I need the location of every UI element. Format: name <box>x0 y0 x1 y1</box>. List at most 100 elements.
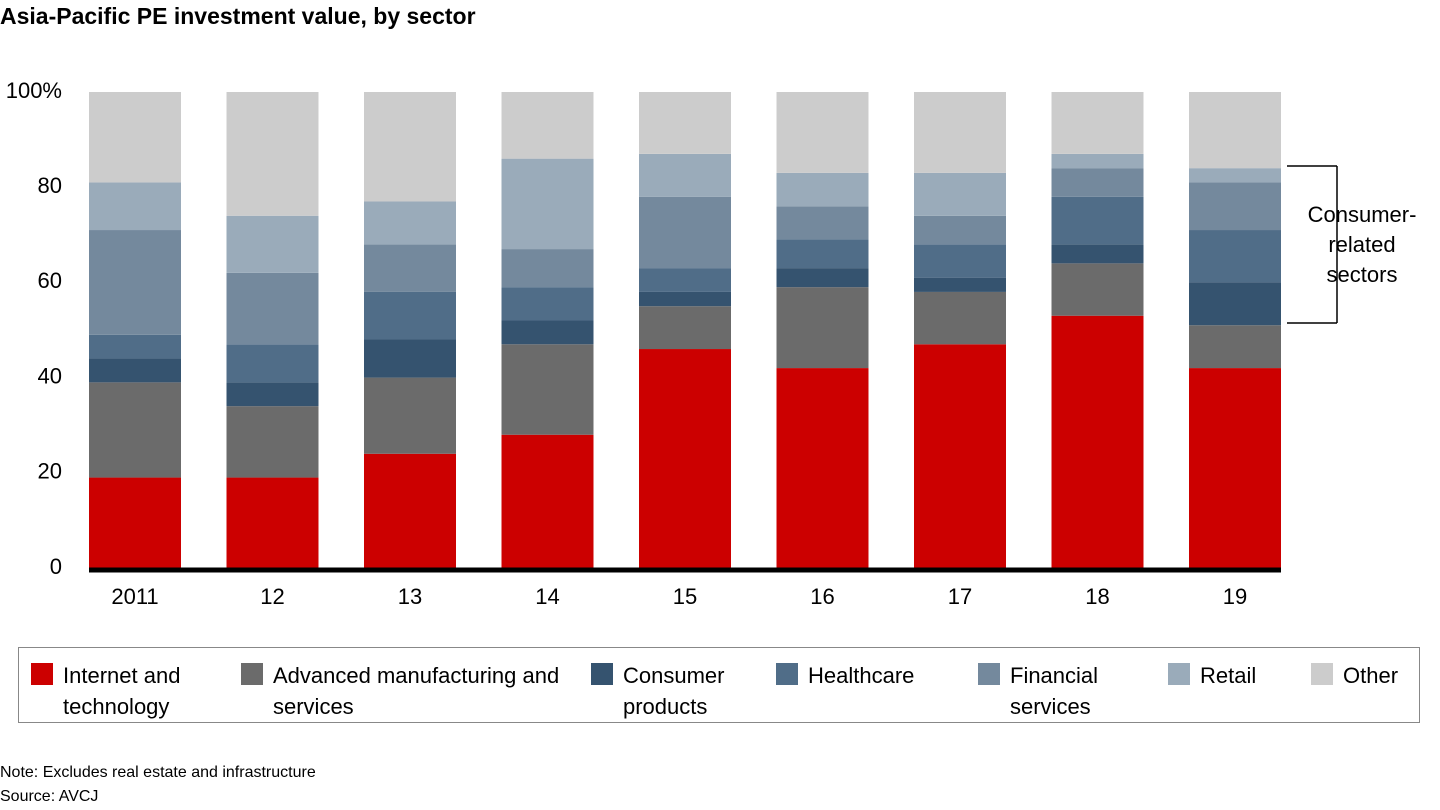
bar-segment <box>89 334 181 359</box>
legend-label: Advanced manufacturing and services <box>273 663 560 719</box>
bar-segment <box>776 287 869 369</box>
bar-segment <box>89 477 181 568</box>
bar-segment <box>89 358 181 383</box>
legend-swatch <box>591 663 613 685</box>
bar-segment <box>776 268 869 288</box>
bar-segment <box>1051 168 1144 197</box>
bar-segment <box>501 158 594 250</box>
bar-segment <box>1051 263 1144 316</box>
x-tick-label: 15 <box>673 584 697 609</box>
bar-segment <box>501 344 594 435</box>
bar-segment <box>1051 196 1144 245</box>
bar-segment <box>914 215 1006 245</box>
bar-segment <box>776 206 869 240</box>
x-tick-label: 14 <box>535 584 559 609</box>
x-tick-label: 17 <box>948 584 972 609</box>
bar-segment <box>1051 244 1144 264</box>
bar-segment <box>364 291 456 340</box>
legend-label: Healthcare <box>808 663 915 688</box>
bar-segment <box>914 277 1006 292</box>
bar-segment <box>1051 315 1144 568</box>
bar-segment <box>1189 92 1281 169</box>
bar-segment <box>1189 182 1281 231</box>
bar-segment <box>639 92 731 154</box>
bar-segment <box>226 344 319 383</box>
bar-segment <box>776 239 869 269</box>
bar-segment <box>776 368 869 568</box>
y-tick-label: 100% <box>6 78 62 103</box>
bar-segment <box>1189 282 1281 326</box>
legend-swatch <box>1168 663 1190 685</box>
bar-segment <box>501 287 594 321</box>
legend-label: Financial services <box>1010 663 1099 719</box>
bar-segment <box>364 453 456 568</box>
bar-segment <box>501 249 594 288</box>
bar-segment <box>89 92 181 183</box>
x-tick-label: 2011 <box>111 584 158 609</box>
bar-segment <box>914 172 1006 216</box>
bar-segment <box>364 244 456 292</box>
x-tick-label: 12 <box>260 584 284 609</box>
legend-swatch <box>241 663 263 685</box>
legend-label: Other <box>1343 663 1399 688</box>
bar-segment <box>639 349 731 568</box>
bar-segment <box>364 201 456 245</box>
legend-swatch <box>776 663 798 685</box>
bar-segment <box>914 291 1006 345</box>
y-tick-label: 20 <box>38 459 62 484</box>
bar-segment <box>226 406 319 478</box>
bar-segment <box>89 182 181 231</box>
bar-segment <box>639 268 731 292</box>
bar-segment <box>89 230 181 335</box>
bar-segment <box>226 272 319 345</box>
legend-label: Consumer products <box>623 663 725 719</box>
bar-segment <box>639 306 731 350</box>
bar-segment <box>226 92 319 216</box>
bar-segment <box>914 244 1006 278</box>
y-tick-label: 40 <box>38 363 62 388</box>
chart-title: Asia-Pacific PE investment value, by sec… <box>0 3 476 29</box>
bar-segment <box>226 215 319 273</box>
x-tick-label: 16 <box>810 584 834 609</box>
note: Note: Excludes real estate and infrastru… <box>0 764 316 781</box>
bar-segment <box>1189 168 1281 183</box>
bar-segment <box>501 92 594 159</box>
bar-segment <box>89 382 181 478</box>
source: Source: AVCJ <box>0 788 99 805</box>
x-tick-label: 13 <box>398 584 422 609</box>
legend-label: Retail <box>1200 663 1257 688</box>
bar-segment <box>639 196 731 269</box>
bar-segment <box>914 344 1006 568</box>
chart: Asia-Pacific PE investment value, by sec… <box>0 3 1417 609</box>
bar-segment <box>1051 153 1144 169</box>
bar-segment <box>364 92 456 202</box>
annotation: Consumer- <box>1308 202 1417 227</box>
bar-segment <box>639 291 731 307</box>
bar-segment <box>914 92 1006 173</box>
annotation: sectors <box>1327 262 1398 287</box>
bar-segment <box>501 320 594 345</box>
bar-segment <box>226 477 319 568</box>
x-tick-label: 18 <box>1085 584 1109 609</box>
legend-swatch <box>1311 663 1333 685</box>
bar-segment <box>501 434 594 568</box>
bar-segment <box>639 153 731 197</box>
legend: Internet and technology Advanced manufact… <box>18 647 1420 723</box>
annotation: related <box>1328 232 1395 257</box>
y-tick-label: 60 <box>38 268 62 293</box>
bar-segment <box>226 382 319 407</box>
bar-segment <box>364 377 456 454</box>
bar-segment <box>1189 325 1281 369</box>
x-tick-label: 19 <box>1223 584 1247 609</box>
y-tick-label: 80 <box>38 173 62 198</box>
bar-segment <box>776 92 869 173</box>
bar-segment <box>776 172 869 207</box>
legend-swatch <box>978 663 1000 685</box>
y-tick-label: 0 <box>50 554 62 579</box>
bar-segment <box>364 339 456 378</box>
bar-segment <box>1189 368 1281 568</box>
legend-swatch <box>31 663 53 685</box>
legend-label: Internet and technology <box>63 663 181 719</box>
bar-segment <box>1189 230 1281 283</box>
